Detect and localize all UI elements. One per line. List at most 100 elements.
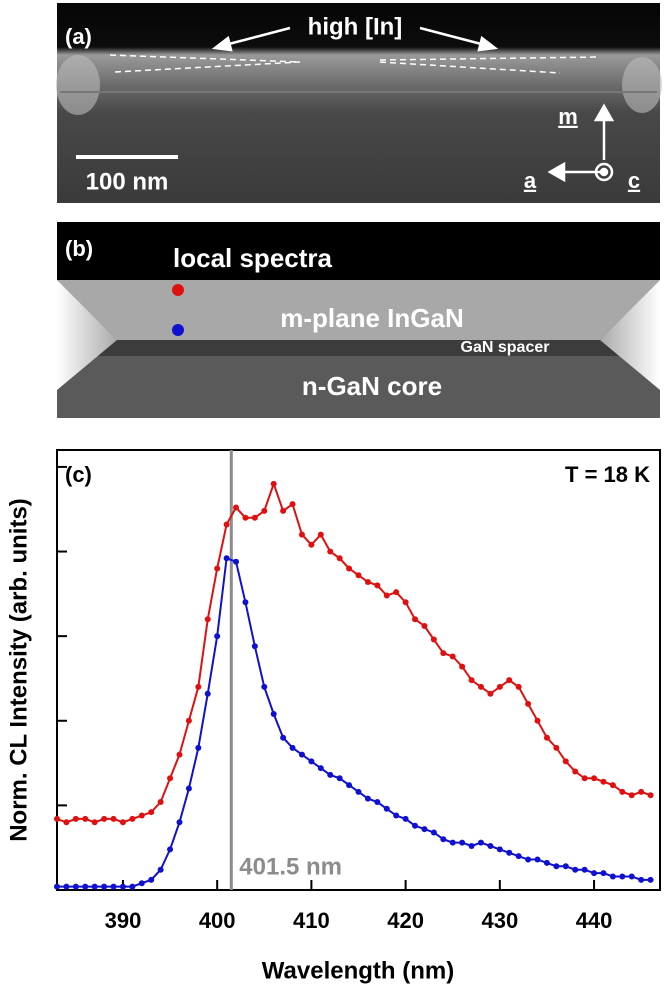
data-point (430, 829, 437, 836)
panel-label: (c) (65, 462, 92, 487)
data-point (647, 792, 654, 799)
data-point (270, 711, 277, 717)
spot-red (172, 284, 184, 296)
data-point (402, 599, 409, 606)
data-point (327, 548, 334, 555)
data-point (572, 866, 579, 873)
data-point (129, 815, 136, 822)
data-point (562, 758, 569, 765)
data-point (374, 799, 381, 805)
data-point (525, 700, 532, 707)
data-point (317, 531, 324, 538)
spot-blue (172, 324, 184, 336)
data-point (430, 636, 437, 643)
x-tick-label: 440 (576, 908, 613, 933)
data-point (534, 856, 541, 863)
data-point (82, 815, 89, 822)
data-point (336, 775, 343, 782)
data-point (214, 565, 221, 572)
data-point (421, 826, 428, 833)
data-point (289, 744, 296, 751)
data-point (591, 870, 598, 877)
data-point (346, 782, 353, 789)
data-point (101, 815, 108, 822)
data-point (543, 859, 550, 866)
data-point (261, 507, 268, 514)
data-point (355, 788, 362, 795)
data-point (185, 717, 192, 724)
data-point (468, 843, 475, 849)
data-point (242, 599, 249, 606)
annotation: high [In] (308, 13, 403, 40)
data-point (138, 812, 145, 819)
data-point (214, 633, 221, 640)
spacer (97, 340, 620, 356)
corner-bright (622, 57, 662, 113)
data-point (506, 849, 513, 856)
data-point (581, 866, 588, 873)
data-point (185, 785, 192, 792)
data-point (591, 775, 598, 782)
reference-label: 401.5 nm (239, 853, 342, 880)
data-point (195, 683, 202, 690)
data-point (638, 876, 645, 883)
data-point (600, 870, 607, 877)
data-point (167, 775, 174, 782)
data-point (515, 683, 522, 690)
series-line (57, 556, 651, 888)
data-point (609, 873, 616, 880)
data-point (525, 856, 532, 863)
data-point (346, 565, 353, 572)
data-point (638, 788, 645, 795)
panel-a: (a) high [In] 100 nm m a c (56, 3, 662, 203)
layer-label: GaN spacer (461, 339, 550, 356)
data-point (609, 782, 616, 789)
data-point (459, 663, 466, 670)
data-point (223, 555, 230, 562)
data-point (449, 653, 456, 660)
x-axis-title: Wavelength (nm) (262, 957, 454, 984)
data-point (280, 734, 287, 741)
data-point (553, 863, 560, 870)
data-point (242, 514, 249, 521)
data-point (619, 873, 626, 880)
data-point (468, 677, 475, 684)
data-point (54, 883, 60, 890)
corner-bright (56, 55, 100, 115)
data-point (317, 765, 324, 772)
ingan (57, 280, 660, 340)
data-point (204, 616, 211, 623)
data-point (515, 853, 522, 860)
x-tick-label: 400 (199, 908, 236, 933)
data-point (280, 507, 287, 514)
data-point (383, 592, 390, 599)
data-point (91, 883, 98, 890)
data-point (449, 839, 456, 846)
data-point (176, 751, 183, 758)
data-point (251, 514, 258, 521)
data-point (487, 843, 494, 849)
data-point (82, 883, 89, 890)
layer-label: n-GaN core (302, 371, 442, 401)
annotation: T = 18 K (565, 462, 650, 487)
data-point (647, 876, 654, 883)
panel-title: local spectra (173, 243, 333, 273)
data-point (364, 579, 371, 585)
data-point (412, 616, 419, 623)
y-axis-title: Norm. CL Intensity (arb. units) (5, 498, 32, 842)
data-point (355, 572, 362, 579)
data-point (233, 504, 240, 511)
data-point (148, 809, 155, 816)
data-point (421, 623, 428, 629)
scale-bar-label: 100 nm (86, 168, 169, 195)
data-point (628, 792, 635, 799)
data-point (383, 805, 390, 812)
data-point (176, 819, 183, 826)
axis-label: c (628, 168, 640, 193)
data-point (487, 690, 494, 697)
x-tick-label: 420 (387, 908, 424, 933)
data-point (459, 839, 466, 846)
data-point (129, 883, 136, 890)
data-point (72, 883, 79, 890)
